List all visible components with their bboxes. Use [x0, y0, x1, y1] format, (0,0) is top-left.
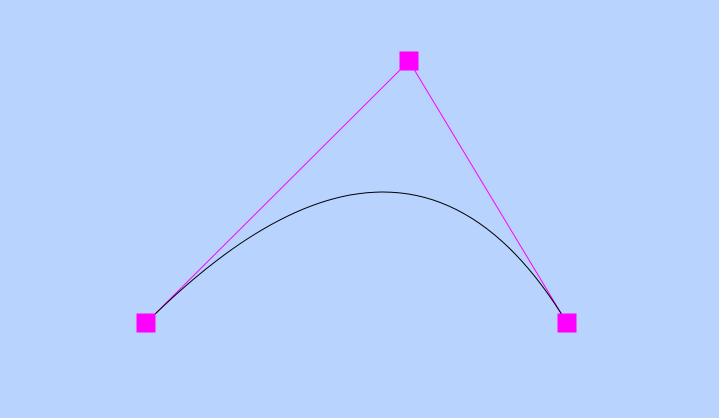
bezier-curve — [145, 191, 568, 324]
control-polygon-segment-start-to-control — [145, 60, 410, 324]
end-point-handle[interactable] — [557, 313, 577, 333]
control-polygon-segment-control-to-end — [408, 60, 568, 324]
control-point-handle[interactable] — [399, 51, 419, 71]
start-point-handle[interactable] — [136, 313, 156, 333]
